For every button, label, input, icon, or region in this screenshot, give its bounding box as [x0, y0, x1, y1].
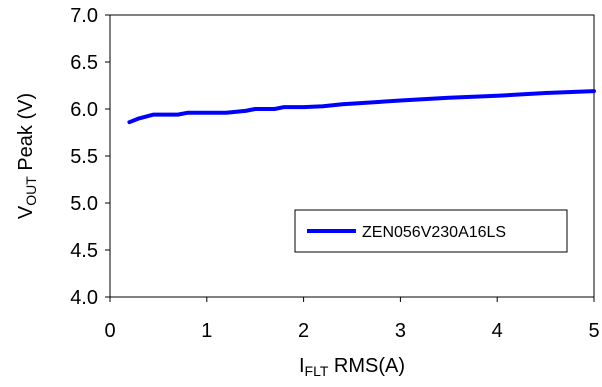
y-axis-title-main: V [15, 205, 37, 219]
y-tick-label: 5.5 [70, 146, 98, 168]
x-axis-title-rest: RMS(A) [328, 355, 405, 377]
legend: ZEN056V230A16LS [294, 209, 568, 253]
y-axis-title-sub: OUT [23, 176, 39, 206]
x-tick-label: 2 [298, 320, 309, 342]
y-tick-label: 4.0 [70, 287, 98, 309]
y-tick-label: 6.5 [70, 52, 98, 74]
x-tick-label: 1 [201, 320, 212, 342]
y-axis: 4.0 4.5 5.0 5.5 6.0 6.5 7.0 [70, 5, 110, 309]
y-tick-label: 4.5 [70, 240, 98, 262]
series-layer [127, 89, 596, 125]
y-tick-label: 5.0 [70, 193, 98, 215]
legend-label: ZEN056V230A16LS [362, 224, 506, 241]
x-tick-label: 3 [395, 320, 406, 342]
plot-area [109, 14, 595, 298]
y-axis-title-rest: Peak (V) [15, 93, 37, 176]
x-tick-label: 4 [492, 320, 503, 342]
series-line [127, 89, 596, 125]
x-axis: 0 1 2 3 4 5 [104, 297, 600, 342]
x-axis-title: IFLT RMS(A) [299, 355, 405, 379]
y-tick-label: 6.0 [70, 99, 98, 121]
y-tick-label: 7.0 [70, 5, 98, 27]
x-tick-label: 0 [104, 320, 115, 342]
x-axis-title-main: I [299, 355, 305, 377]
x-axis-title-sub: FLT [305, 363, 329, 379]
x-tick-label: 5 [588, 320, 599, 342]
y-axis-title: VOUT Peak (V) [15, 93, 39, 219]
